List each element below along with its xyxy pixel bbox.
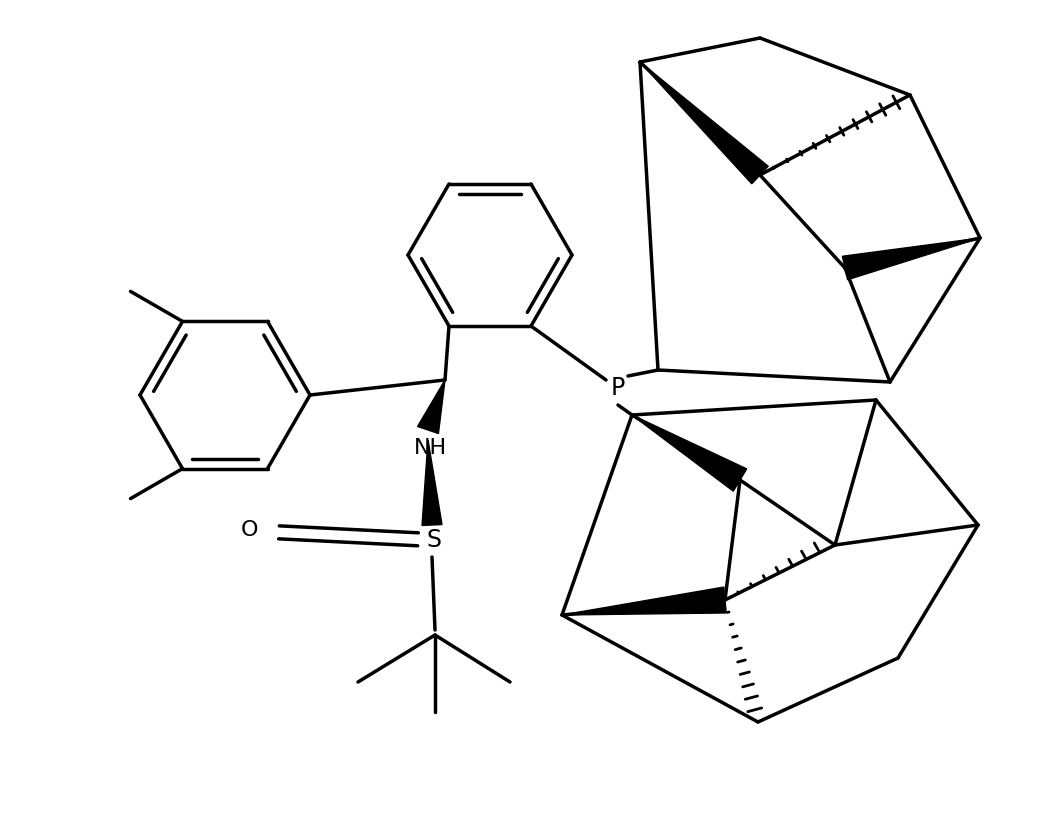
Polygon shape bbox=[843, 238, 980, 280]
Text: S: S bbox=[427, 528, 442, 552]
Polygon shape bbox=[640, 62, 768, 183]
Polygon shape bbox=[632, 415, 746, 491]
Polygon shape bbox=[422, 440, 442, 525]
Text: P: P bbox=[611, 376, 625, 400]
Polygon shape bbox=[562, 587, 727, 615]
Text: O: O bbox=[241, 520, 259, 540]
Polygon shape bbox=[418, 380, 445, 433]
Text: NH: NH bbox=[413, 438, 447, 458]
